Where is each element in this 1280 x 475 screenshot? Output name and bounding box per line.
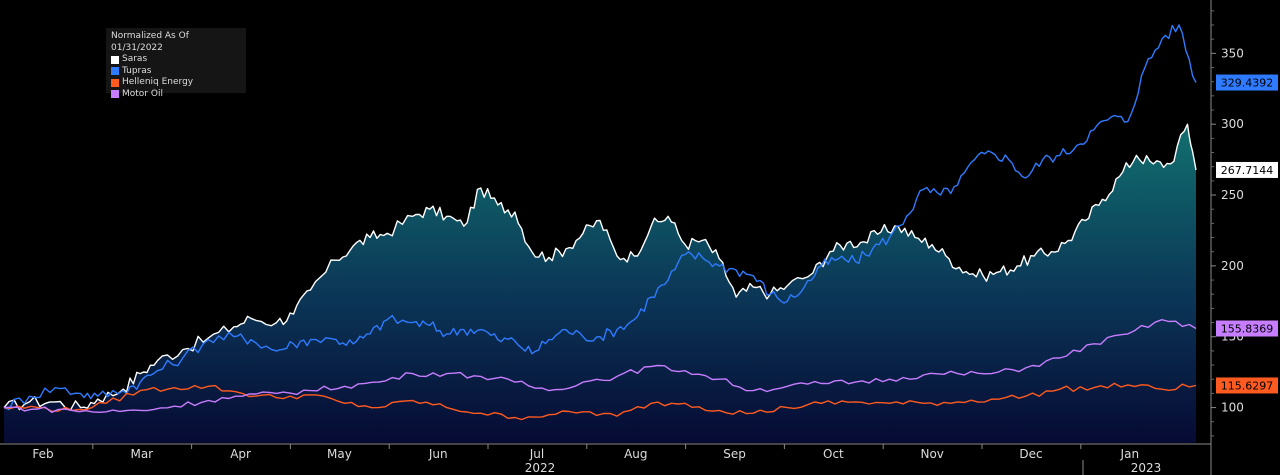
x-tick-label: Mar xyxy=(130,447,153,461)
x-tick-label: Dec xyxy=(1019,447,1042,461)
x-tick-label: Sep xyxy=(723,447,746,461)
y-tick-label: 250 xyxy=(1221,188,1244,202)
legend-item-saras: Saras xyxy=(111,54,241,66)
legend-swatch xyxy=(111,55,119,64)
legend-label: Saras xyxy=(122,54,148,64)
y-tick-label: 300 xyxy=(1221,117,1244,131)
x-tick-label: Aug xyxy=(624,447,647,461)
svg-text:267.7144: 267.7144 xyxy=(1221,164,1274,177)
legend-swatch xyxy=(111,90,119,99)
last-value-label-motor-oil: 155.8369 xyxy=(1216,320,1278,337)
x-axis-layer: Feb Mar Apr May Jun Jul Aug Sep Oct Nov Dec Jan 2022… xyxy=(0,443,1211,475)
legend-swatch xyxy=(111,78,119,87)
legend-item-tupras: Tupras xyxy=(111,66,241,78)
series-area-saras xyxy=(4,124,1196,443)
x-tick-label: Oct xyxy=(823,447,844,461)
x-year-label: 2022 xyxy=(525,461,556,475)
legend-item-motor-oil: Motor Oil xyxy=(111,89,241,101)
y-tick-label: 200 xyxy=(1221,259,1244,273)
last-value-label-helleniq-energy: 115.6297 xyxy=(1216,377,1278,394)
legend-title: Normalized As Of 01/31/2022 xyxy=(111,31,189,53)
y-tick-label: 350 xyxy=(1221,46,1244,60)
area-layer xyxy=(4,124,1196,443)
y-tick-label: 100 xyxy=(1221,401,1244,415)
x-tick-label: Feb xyxy=(32,447,53,461)
x-tick-label: May xyxy=(327,447,352,461)
lines-layer xyxy=(3,24,1197,421)
series-line-tupras xyxy=(3,24,1197,411)
last-value-label-saras: 267.7144 xyxy=(1216,161,1278,178)
legend-swatch xyxy=(111,67,119,76)
svg-text:329.4392: 329.4392 xyxy=(1221,77,1274,90)
legend-label: Helleniq Energy xyxy=(122,77,194,87)
legend-label: Tupras xyxy=(122,65,152,76)
x-tick-label: Jun xyxy=(428,447,448,461)
x-tick-label: Jan xyxy=(1120,447,1140,461)
series-line-helleniq-energy xyxy=(3,382,1197,421)
last-value-labels: 267.7144 329.4392 115.6297 155.8369 xyxy=(1216,74,1278,394)
svg-text:115.6297: 115.6297 xyxy=(1221,379,1274,392)
x-tick-label: Nov xyxy=(920,447,943,461)
series-line-saras xyxy=(3,123,1197,411)
last-value-label-tupras: 329.4392 xyxy=(1216,74,1278,91)
x-tick-label: Apr xyxy=(230,447,251,461)
series-line-motor-oil xyxy=(3,319,1197,413)
legend-item-helleniq-energy: Helleniq Energy xyxy=(111,77,241,89)
x-year-label: 2023 xyxy=(1131,461,1162,475)
legend-label: Motor Oil xyxy=(122,88,163,99)
legend: Normalized As Of 01/31/2022 Saras Tupras H… xyxy=(106,28,246,99)
x-tick-label: Jul xyxy=(529,447,544,461)
svg-text:155.8369: 155.8369 xyxy=(1221,323,1274,336)
